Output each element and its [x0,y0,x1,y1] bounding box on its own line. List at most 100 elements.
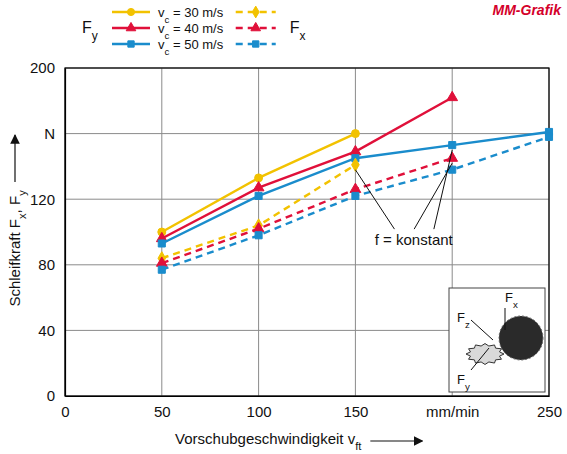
grid-line [65,199,549,200]
y-axis-title: Schleifkraft Fx, Fy [6,190,28,307]
inset-arrow [505,308,506,330]
inset-label: Fz [457,310,470,330]
tick: 0 [61,396,69,420]
text-part: x [300,29,306,43]
legend-title: Fy [82,19,98,43]
data-point [253,182,264,191]
tick: 50 [154,396,171,420]
data-point [158,240,165,247]
axis-arrow [14,135,15,182]
data-point [447,91,458,100]
text-part: m/s [199,37,224,52]
text-part: ft [355,440,362,452]
text-part: y [16,190,28,196]
grid-line [65,264,549,265]
text-part: 30 [181,5,199,20]
y-axis: 0 40 80 120 N 200 [30,59,66,404]
text-part: Schleifkraft [6,232,23,307]
legend-marker [127,8,134,15]
text-part: F [82,19,92,36]
tick-label: 150 [343,403,368,420]
legend-marker [253,41,259,47]
grid-line [65,133,549,134]
data-point [350,183,361,192]
axis-arrow [370,440,422,441]
text-part: Vorschubgeschwindigkeit [175,430,344,447]
x-axis: 0 50 100 150 mm/min 250 [61,396,562,420]
text-part: = [379,231,392,248]
tick: 200 [30,59,65,76]
tick: N [44,125,65,142]
inset-label: Fx [505,290,518,310]
tick-label: 120 [30,191,55,208]
inset-gear [466,344,504,365]
chart: 0 50 100 150 mm/min 250 0 40 80 120 N 200 Vorschubge… [0,0,567,454]
credit: MM-Grafik [493,2,563,18]
tick-label: 0 [47,387,55,404]
text-part: 50 [181,37,199,52]
tick-label: N [44,125,55,142]
leader-line [355,170,394,229]
tick: 250 [537,396,562,420]
grid-line [355,68,356,396]
text-part: F [6,196,23,209]
legend-marker [252,6,259,18]
annotation: f = konstant [375,231,454,248]
text-part: x [513,299,518,310]
grid [65,68,549,396]
tick: 100 [247,396,272,420]
data-point [447,152,458,161]
inset-wheel [499,316,543,360]
legend-marker [128,41,134,47]
data-point [351,130,359,138]
text-part: konstant [392,231,454,248]
legend: Fyvc = 30 m/svc = 40 m/svc = 50 m/sFx [82,5,306,57]
data-point [253,223,264,232]
text-part: 40 [181,21,199,36]
inset-frame [449,288,545,392]
inset-label: Fy [457,372,470,392]
tick-label: 40 [38,322,55,339]
tick-label: 50 [154,403,171,420]
data-point [158,266,165,273]
data-point [255,192,262,199]
data-point [156,257,167,266]
series-line [162,98,452,239]
text-part: = [169,5,180,20]
text-part: F [6,219,23,232]
text-part: m/s [199,5,224,20]
tick: 150 [343,396,368,420]
text-part: v [344,430,356,447]
inset-arrow [471,348,489,370]
text-part: F [290,19,300,36]
text-part: y [92,29,98,43]
legend-marker [251,22,261,30]
text-part: = [169,37,180,52]
x-axis-title: Vorschubgeschwindigkeit vft [175,430,362,452]
legend-marker [126,22,136,30]
text-part: F [505,290,513,305]
text-part: F [457,310,465,325]
plot-area [156,91,552,273]
data-point [449,142,456,149]
tick: 0 [47,387,65,404]
tick-label: mm/min [426,403,479,420]
text-part: z [465,319,470,330]
data-point [350,145,361,154]
inset: FxFzFy [449,288,545,392]
series-line [162,165,356,258]
tick-label: 100 [247,403,272,420]
text-part: m/s [199,21,224,36]
tick-label: 250 [537,403,562,420]
tick: 80 [38,256,65,273]
tick: 40 [38,322,65,339]
leader-line [434,150,452,229]
legend-title: Fx [290,19,306,43]
inset-arrow [471,320,493,340]
text-part: F [457,372,465,387]
data-point [352,192,359,199]
tick-label: 0 [61,403,69,420]
text-part: = [169,21,180,36]
tick: 120 [30,191,65,208]
tick-label: 200 [30,59,55,76]
